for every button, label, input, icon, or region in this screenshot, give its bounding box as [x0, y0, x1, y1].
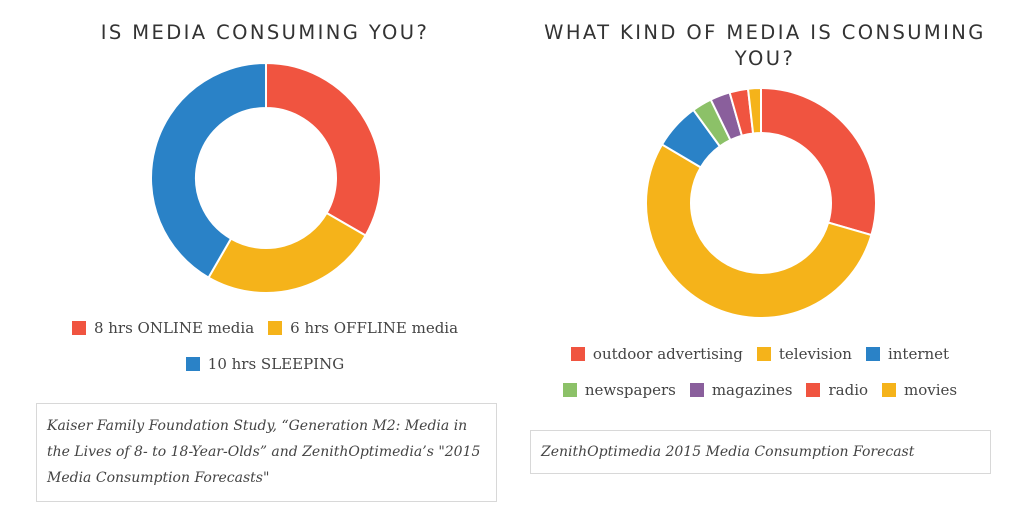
- legend-item-8-hrs-online-media: 8 hrs ONLINE media: [71, 316, 255, 340]
- slice-movies: [746, 86, 762, 135]
- legend-swatch: [268, 321, 283, 335]
- legend-label: 10 hrs SLEEPING: [207, 355, 345, 373]
- chart-1-source: Kaiser Family Foundation Study, “Generat…: [36, 403, 497, 502]
- slice-6-hrs-offline-media: [207, 211, 367, 294]
- legend-swatch: [756, 347, 771, 361]
- chart-2-title: WHAT KIND OF MEDIA IS CONSUMING YOU?: [544, 21, 986, 70]
- legend-swatch: [185, 357, 200, 371]
- legend-item-internet: internet: [865, 342, 950, 366]
- legend-label: 8 hrs ONLINE media: [93, 319, 255, 337]
- chart-2-donut: [645, 86, 877, 319]
- legend-label: outdoor advertising: [592, 345, 743, 363]
- legend-item-6-hrs-offline-media: 6 hrs OFFLINE media: [268, 316, 458, 340]
- chart-1-title: IS MEDIA CONSUMING YOU?: [100, 21, 430, 44]
- slice-8-hrs-online-media: [265, 61, 382, 237]
- legend-swatch: [562, 383, 577, 397]
- legend-label: internet: [887, 345, 950, 363]
- legend-label: television: [778, 345, 852, 363]
- chart-1-donut: [150, 61, 382, 294]
- legend-swatch: [570, 347, 585, 361]
- legend-item-magazines: magazines: [689, 378, 793, 402]
- legend-label: radio: [828, 381, 869, 399]
- slice-television: [645, 143, 873, 319]
- legend-item-television: television: [756, 342, 852, 366]
- legend-swatch: [865, 347, 880, 361]
- legend-swatch: [882, 383, 897, 397]
- legend-item-movies: movies: [882, 378, 957, 402]
- legend-item-10-hrs-sleeping: 10 hrs SLEEPING: [185, 352, 345, 376]
- slice-outdoor-advertising: [760, 86, 877, 237]
- legend-item-radio: radio: [806, 378, 868, 402]
- legend-item-outdoor-advertising: outdoor advertising: [570, 342, 743, 366]
- legend-label: 6 hrs OFFLINE media: [290, 319, 459, 337]
- legend-label: newspapers: [584, 381, 676, 399]
- legend-swatch: [806, 383, 821, 397]
- slice-10-hrs-sleeping: [150, 61, 267, 279]
- legend-label: magazines: [711, 381, 793, 399]
- chart-2-source: ZenithOptimedia 2015 Media Consumption F…: [530, 430, 991, 474]
- chart-1-legend: 8 hrs ONLINE media 6 hrs OFFLINE media 10 …: [55, 316, 475, 376]
- legend-item-newspapers: newspapers: [562, 378, 676, 402]
- chart-2-legend: outdoor advertising television internet new…: [550, 342, 970, 402]
- legend-label: movies: [904, 381, 958, 399]
- legend-swatch: [689, 383, 704, 397]
- legend-swatch: [71, 321, 86, 335]
